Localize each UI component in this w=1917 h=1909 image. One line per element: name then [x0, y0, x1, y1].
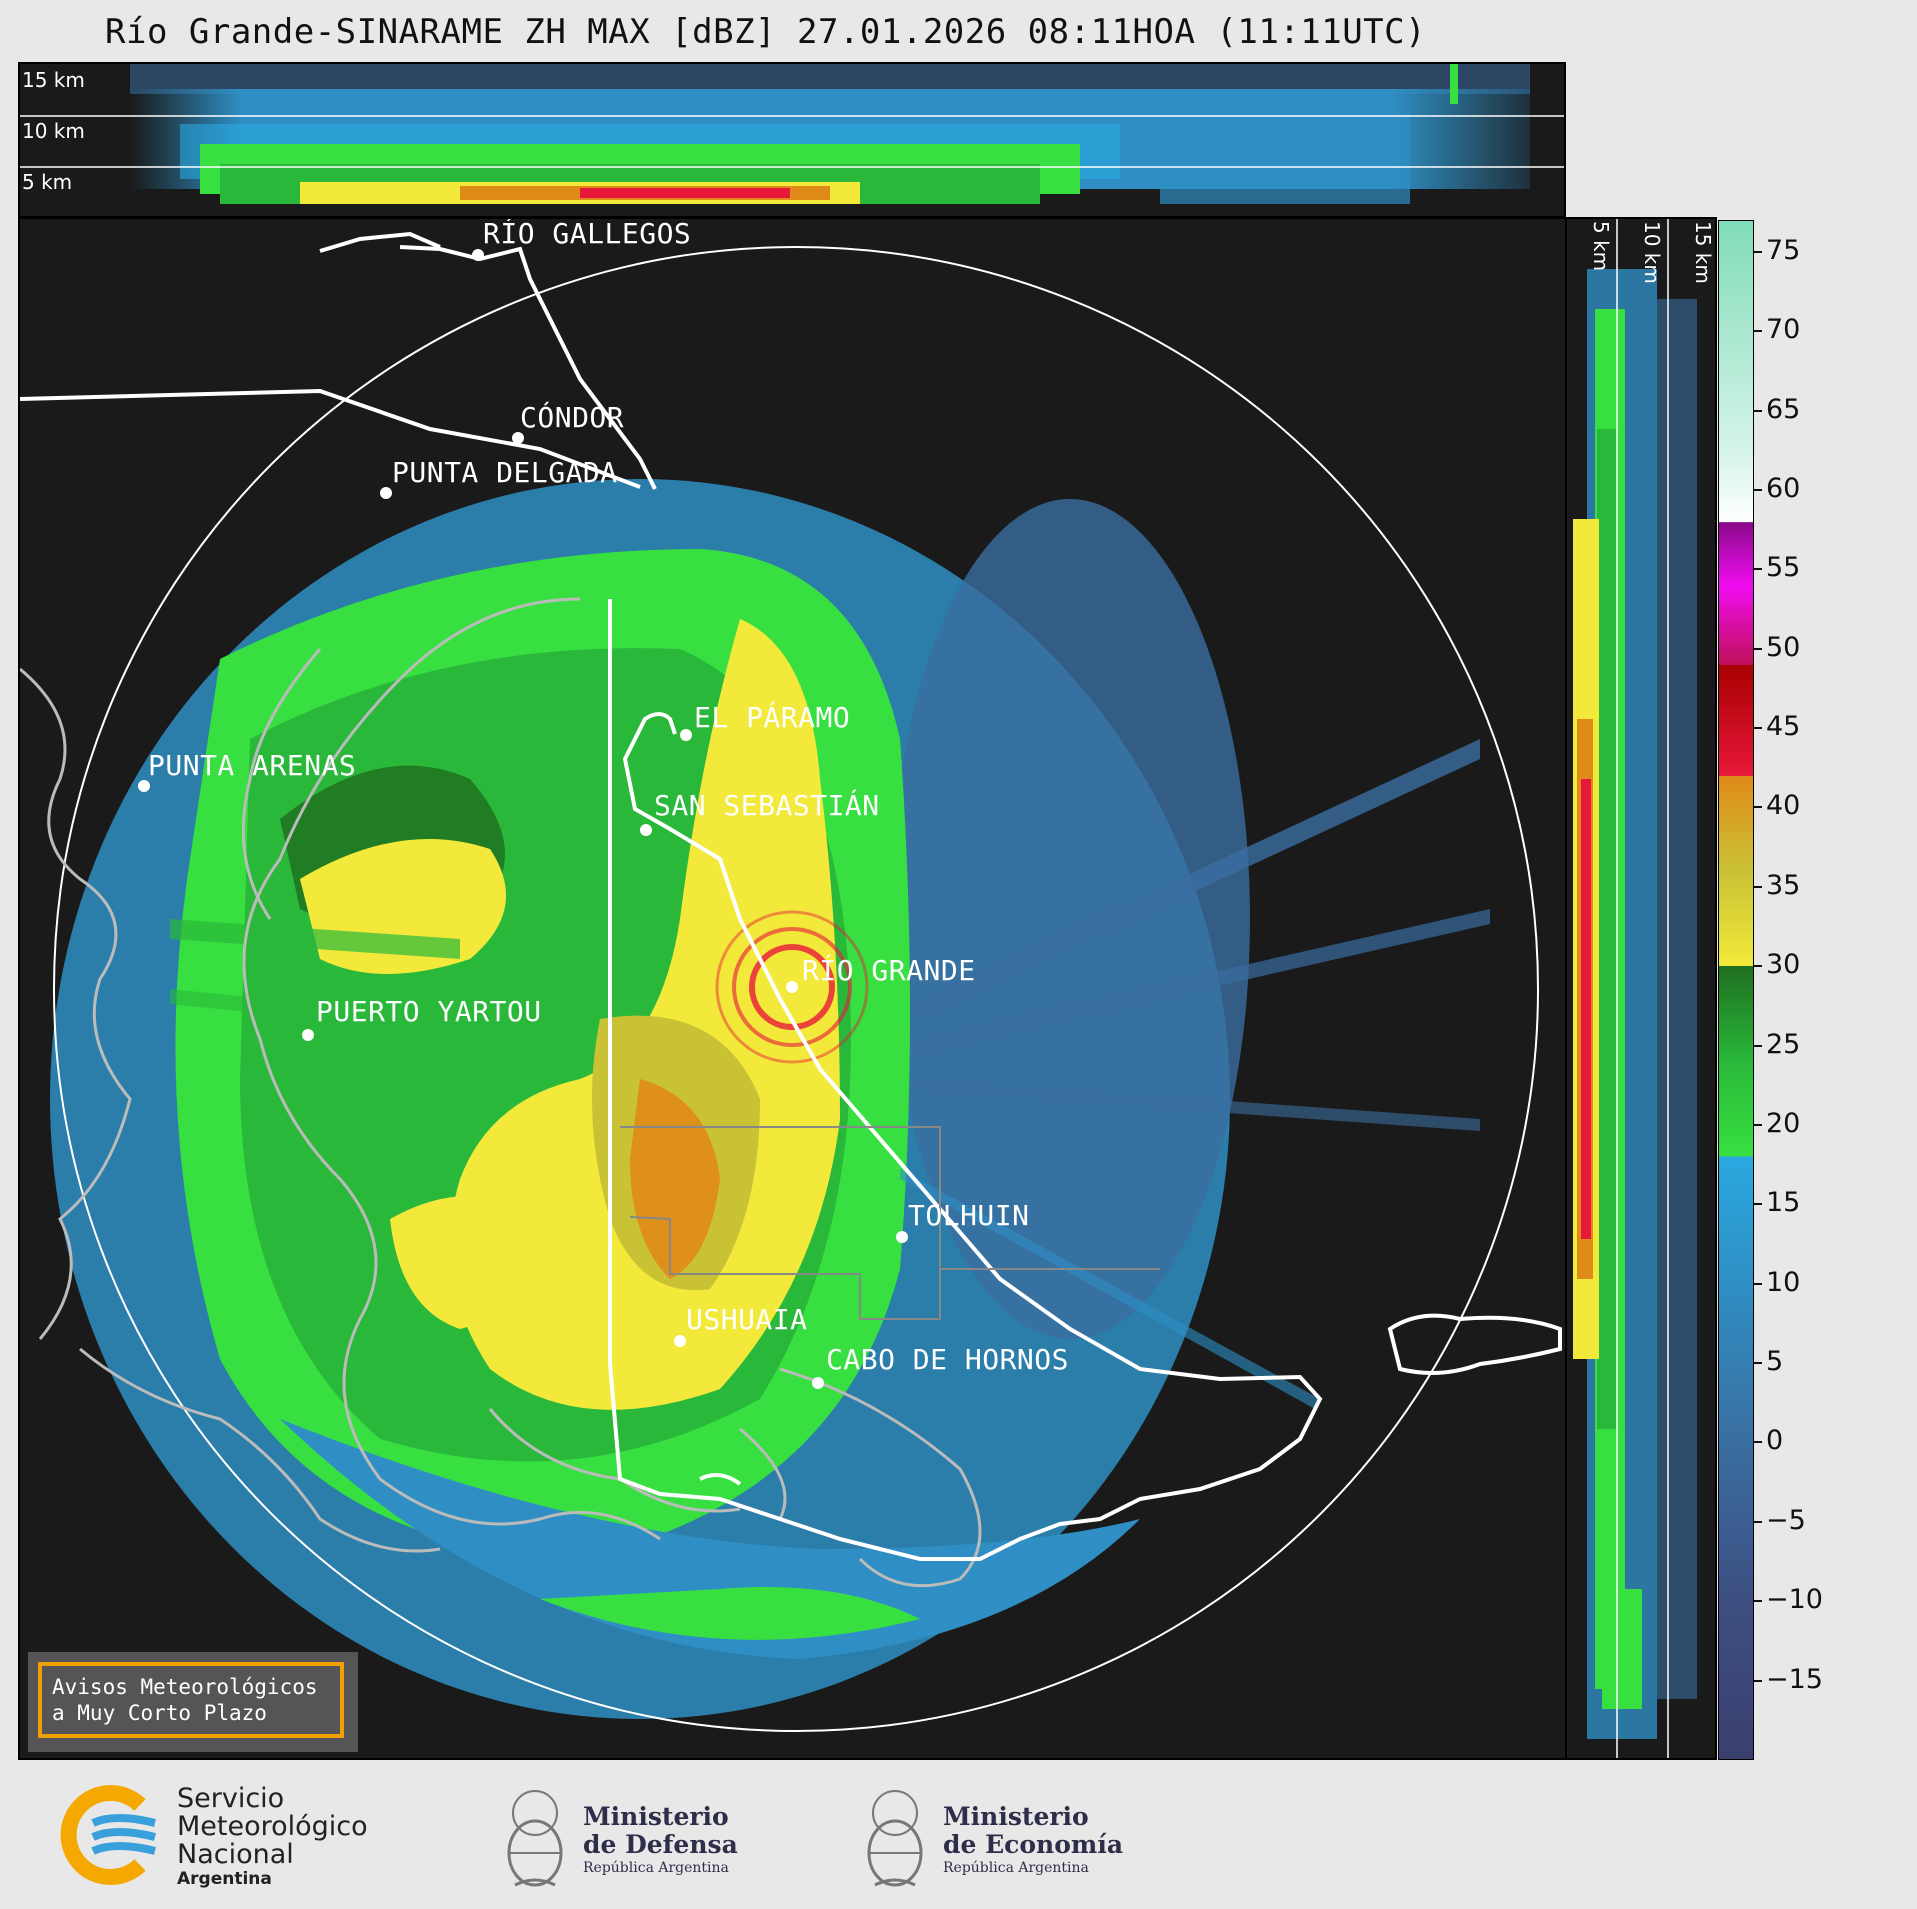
dbz-colorbar [1718, 220, 1754, 1760]
top-height-profile: 15 km 10 km 5 km [18, 62, 1566, 218]
aviso-line2: a Muy Corto Plazo [52, 1701, 267, 1725]
city-dot [896, 1231, 908, 1243]
colorbar-tick-label: 50 [1766, 631, 1801, 663]
smn-text-4: Argentina [177, 1869, 272, 1889]
colorbar-tick [1754, 647, 1762, 650]
economia-text-1: Ministerio [943, 1802, 1089, 1831]
colorbar-tick [1754, 885, 1762, 888]
city-dot [512, 432, 524, 444]
city-dot [674, 1335, 686, 1347]
city-dot [138, 780, 150, 792]
defensa-text-2: de Defensa [583, 1830, 738, 1859]
colorbar-tick [1754, 1362, 1762, 1365]
city-label-san-sebastian: SAN SEBASTIÁN [654, 789, 880, 822]
colorbar-tick-label: 10 [1766, 1266, 1801, 1298]
colorbar-tick-label: 30 [1766, 949, 1801, 981]
city-label-rio-gallegos: RÍO GALLEGOS [483, 217, 692, 250]
defensa-text-1: Ministerio [583, 1802, 729, 1831]
side-label-5km: 5 km [1589, 221, 1613, 272]
colorbar-tick [1754, 1282, 1762, 1285]
side-label-10km: 10 km [1640, 221, 1664, 284]
smn-logo-icon [60, 1785, 156, 1885]
colorbar-tick-label: 0 [1766, 1425, 1784, 1457]
colorbar-tick-label: 45 [1766, 711, 1801, 743]
coat-of-arms-icon [867, 1790, 923, 1887]
defensa-logo: Ministerio de Defensa República Argentin… [495, 1775, 755, 1895]
aviso-line1: Avisos Meteorológicos [52, 1675, 318, 1699]
colorbar-tick [1754, 806, 1762, 809]
colorbar-tick [1754, 1441, 1762, 1444]
colorbar-tick [1754, 1044, 1762, 1047]
smn-text-1: Servicio [177, 1783, 285, 1814]
city-label-condor: CÓNDOR [520, 401, 625, 434]
colorbar-tick-label: 55 [1766, 552, 1801, 584]
city-dot [640, 824, 652, 836]
height-label-10km: 10 km [22, 119, 85, 143]
city-dot [302, 1029, 314, 1041]
smn-text-2: Meteorológico [177, 1811, 368, 1842]
colorbar-tick [1754, 1123, 1762, 1126]
side-height-profile: 5 km 10 km 15 km [1565, 217, 1717, 1760]
colorbar-tick [1754, 330, 1762, 333]
colorbar-tick [1754, 965, 1762, 968]
city-label-el-paramo: EL PÁRAMO [694, 701, 851, 734]
colorbar-tick-label: 5 [1766, 1346, 1784, 1378]
colorbar-tick [1754, 488, 1762, 491]
height-label-5km: 5 km [22, 170, 73, 194]
colorbar-tick [1754, 727, 1762, 730]
city-label-tolhuin: TOLHUIN [908, 1199, 1030, 1232]
colorbar-tick-label: 60 [1766, 472, 1801, 504]
colorbar-tick-label: 70 [1766, 314, 1801, 346]
city-label-punta-arenas: PUNTA ARENAS [148, 749, 357, 782]
city-dot [812, 1377, 824, 1389]
colorbar-tick-label: 20 [1766, 1107, 1801, 1139]
colorbar-tick [1754, 1203, 1762, 1206]
colorbar-tick [1754, 1679, 1762, 1682]
colorbar-tick-label: 35 [1766, 869, 1801, 901]
aviso-box: Avisos Meteorológicos a Muy Corto Plazo [28, 1652, 358, 1752]
radar-map[interactable]: RÍO GALLEGOS CÓNDOR PUNTA DELGADA PUNTA … [18, 217, 1568, 1760]
radar-site-dot [786, 981, 798, 993]
colorbar-tick-label: −15 [1766, 1663, 1823, 1695]
colorbar-tick-label: 15 [1766, 1187, 1801, 1219]
city-label-ushuaia: USHUAIA [686, 1303, 808, 1336]
colorbar-tick [1754, 568, 1762, 571]
colorbar-tick [1754, 1600, 1762, 1603]
city-label-cabo-de-hornos: CABO DE HORNOS [826, 1343, 1070, 1376]
smn-logo: Servicio Meteorológico Nacional Argentin… [55, 1783, 395, 1889]
height-label-15km: 15 km [22, 68, 85, 92]
city-dot [680, 729, 692, 741]
colorbar-tick-label: 75 [1766, 234, 1801, 266]
side-label-15km: 15 km [1691, 221, 1715, 284]
city-label-puerto-yartou: PUERTO YARTOU [316, 995, 542, 1028]
city-label-punta-delgada: PUNTA DELGADA [392, 456, 618, 489]
colorbar-tick [1754, 409, 1762, 412]
economia-text-2: de Economía [943, 1830, 1124, 1859]
economia-text-3: República Argentina [943, 1860, 1089, 1876]
colorbar-tick-label: 25 [1766, 1028, 1801, 1060]
coat-of-arms-icon [507, 1790, 563, 1887]
city-dot [380, 487, 392, 499]
radar-echoes [20, 231, 1562, 1732]
colorbar-tick-label: 40 [1766, 790, 1801, 822]
colorbar-tick-label: −10 [1766, 1584, 1823, 1616]
colorbar-tick-label: 65 [1766, 393, 1801, 425]
colorbar-tick [1754, 250, 1762, 253]
city-dot [472, 249, 484, 261]
city-label-rio-grande: RÍO GRANDE [802, 954, 976, 987]
defensa-text-3: República Argentina [583, 1860, 729, 1876]
map-title: Río Grande-SINARAME ZH MAX [dBZ] 27.01.2… [105, 12, 1427, 52]
smn-text-3: Nacional [177, 1839, 294, 1870]
colorbar-tick-label: −5 [1766, 1504, 1806, 1536]
colorbar-tick [1754, 1520, 1762, 1523]
economia-logo: Ministerio de Economía República Argenti… [855, 1775, 1135, 1895]
